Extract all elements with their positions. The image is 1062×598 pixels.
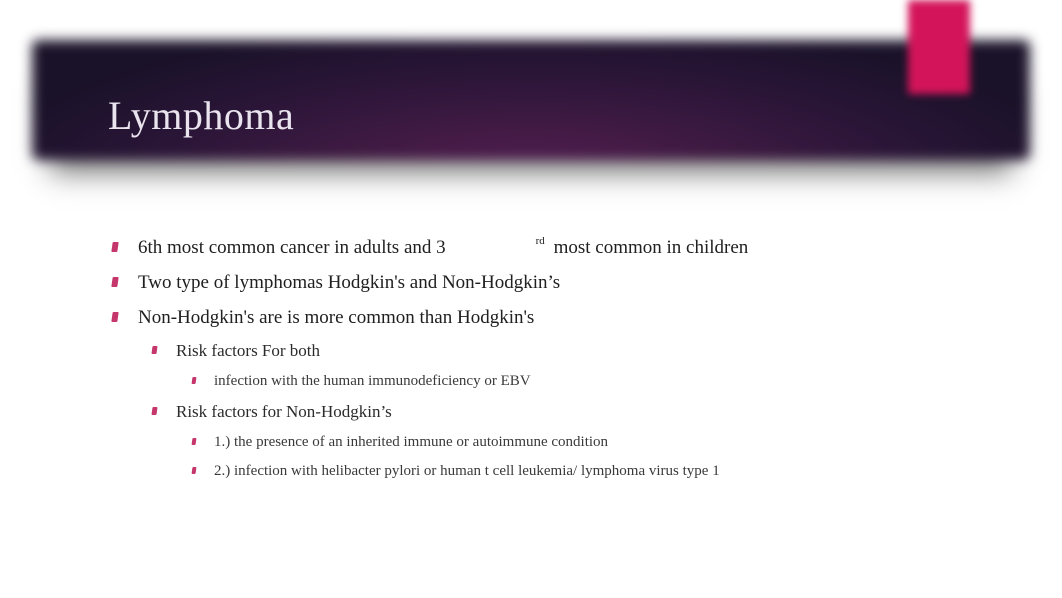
text: 2.) infection with helibacter pylori or … — [214, 463, 720, 479]
list-item: 1.) the presence of an inherited immune … — [188, 428, 968, 457]
banner-shadow-curve — [32, 150, 1030, 220]
sub-list: Risk factors For both infection with the… — [148, 335, 968, 486]
sub-sub-list: infection with the human immunodeficienc… — [188, 367, 968, 396]
text: infection with the human immunodeficienc… — [214, 373, 531, 389]
text: Risk factors for Non-Hodgkin’s — [176, 402, 392, 421]
list-item: Risk factors for Non-Hodgkin’s 1.) the p… — [148, 396, 968, 486]
text: Risk factors For both — [176, 341, 320, 360]
list-item: Non-Hodgkin's are is more common than Ho… — [108, 300, 968, 486]
bullet-list: 6th most common cancer in adults and 3rd… — [108, 230, 968, 486]
list-item: infection with the human immunodeficienc… — [188, 367, 968, 396]
list-item: Risk factors For both infection with the… — [148, 335, 968, 396]
slide: Lymphoma 6th most common cancer in adult… — [0, 0, 1062, 598]
superscript: rd — [446, 235, 549, 247]
list-item: 2.) infection with helibacter pylori or … — [188, 457, 968, 486]
list-item: Two type of lymphomas Hodgkin's and Non-… — [108, 265, 968, 300]
accent-tab — [908, 0, 970, 94]
text: 6th most common cancer in adults and 3 — [138, 237, 446, 258]
text: 1.) the presence of an inherited immune … — [214, 434, 608, 450]
slide-body: 6th most common cancer in adults and 3rd… — [108, 230, 968, 486]
sub-sub-list: 1.) the presence of an inherited immune … — [188, 428, 968, 487]
text: Non-Hodgkin's are is more common than Ho… — [138, 307, 534, 328]
text: most common in children — [549, 237, 748, 258]
slide-title: Lymphoma — [108, 92, 294, 139]
list-item: 6th most common cancer in adults and 3rd… — [108, 230, 968, 265]
text: Two type of lymphomas Hodgkin's and Non-… — [138, 272, 560, 293]
